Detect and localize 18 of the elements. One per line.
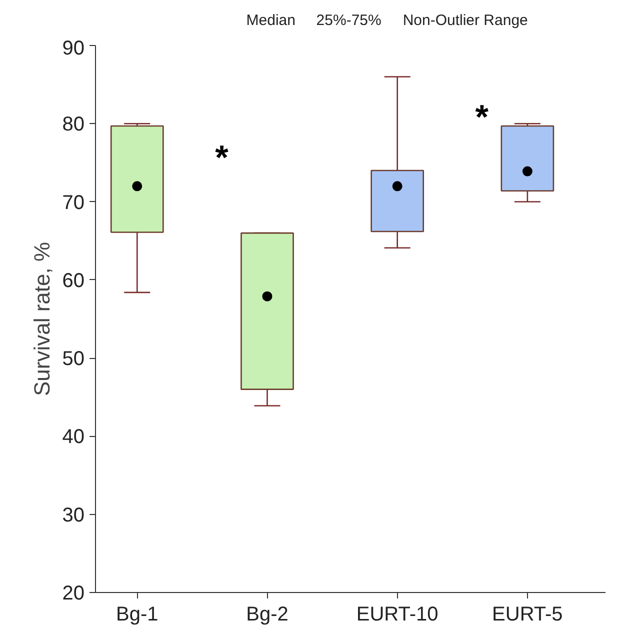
y-tick-label: 20 xyxy=(62,582,85,604)
y-tick-label: 70 xyxy=(62,192,85,214)
y-tick-label: 30 xyxy=(62,504,85,526)
x-tick-label: Bg-1 xyxy=(116,604,158,626)
y-tick-label: 80 xyxy=(62,114,85,136)
x-tick-label: EURT-10 xyxy=(356,604,438,626)
text: Non-Outlier Range xyxy=(402,12,528,29)
y-tick-label: 50 xyxy=(62,348,85,370)
y-tick-label: 90 xyxy=(62,38,85,60)
text: Median xyxy=(246,12,296,29)
text: 25%-75% xyxy=(316,12,382,29)
annotation: * xyxy=(475,98,490,136)
y-tick-label: 60 xyxy=(62,270,85,292)
y-tick-label: 40 xyxy=(62,426,85,448)
x-tick-label: EURT-5 xyxy=(492,604,563,626)
x-tick-label: Bg-2 xyxy=(246,604,288,626)
y-axis-title: Survival rate, % xyxy=(29,242,54,396)
annotation: * xyxy=(215,139,230,178)
